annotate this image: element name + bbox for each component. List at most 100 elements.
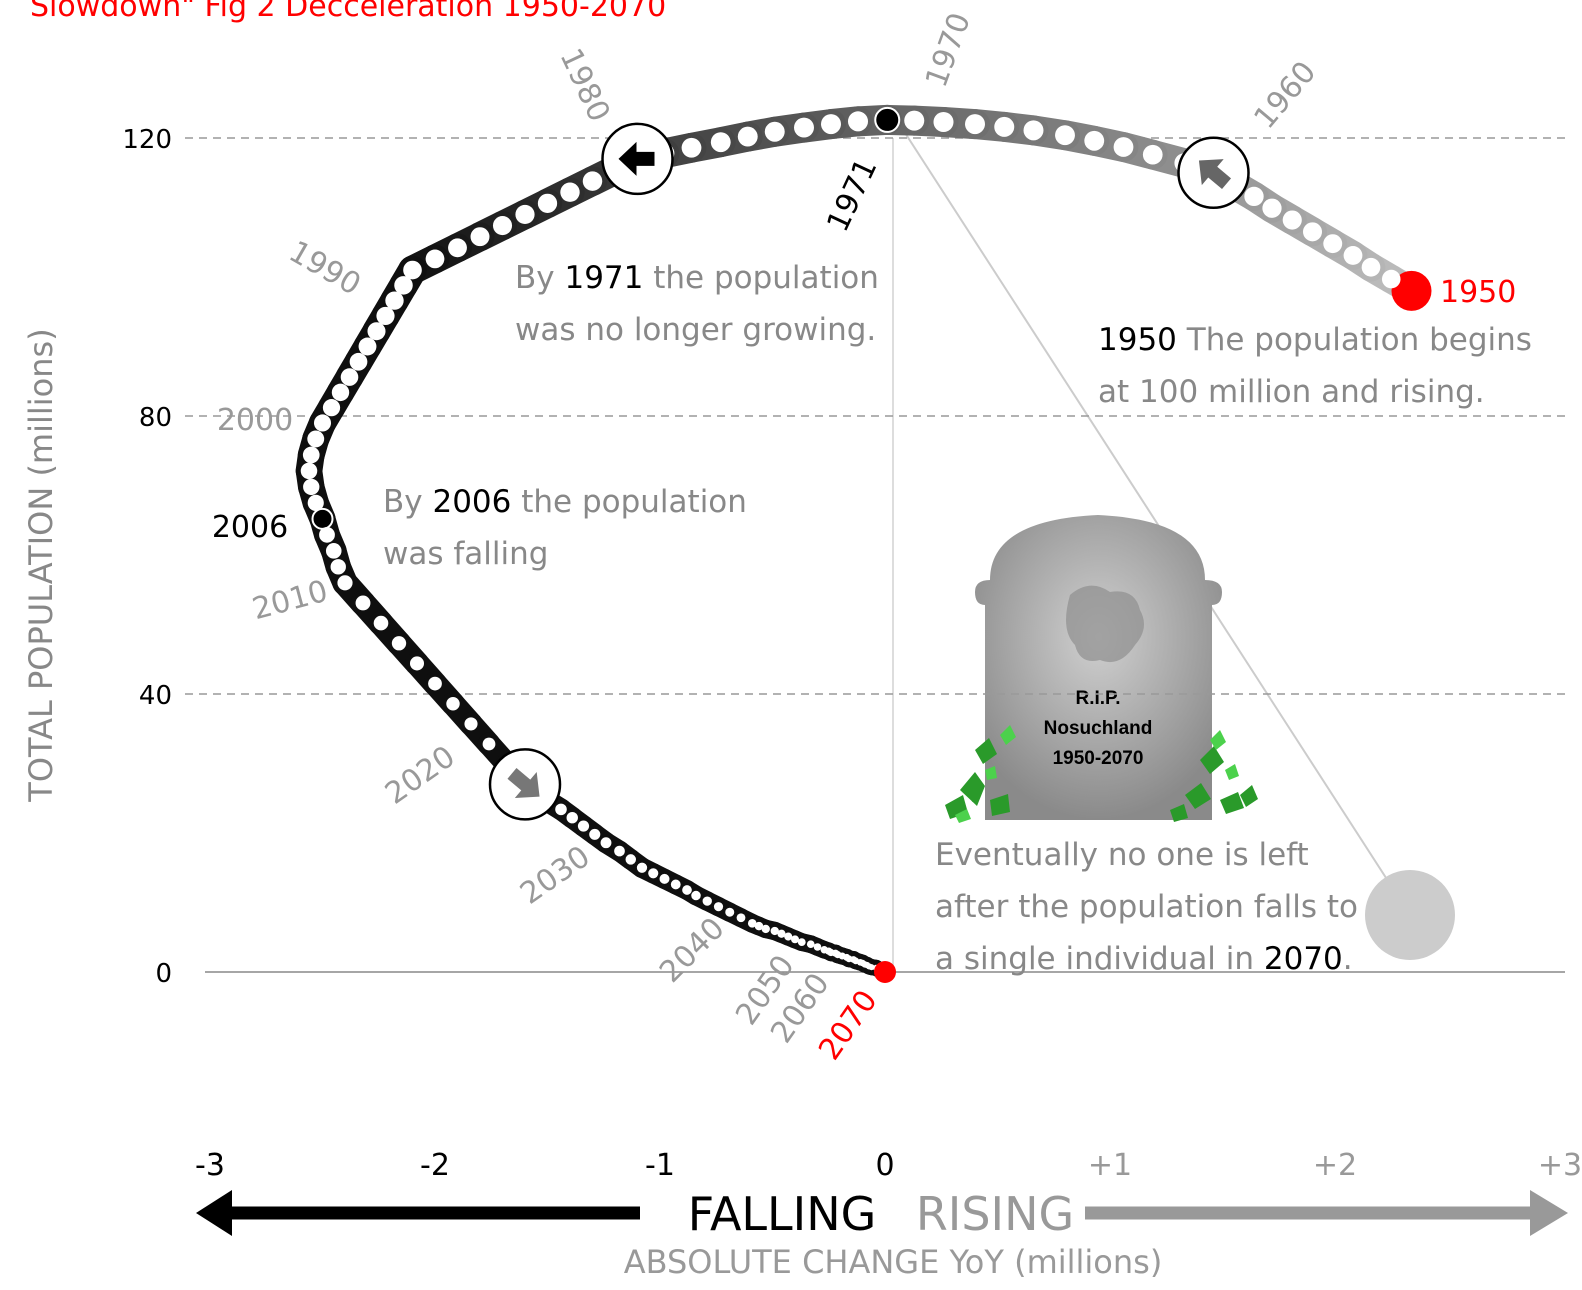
data-point xyxy=(1143,145,1163,165)
data-point xyxy=(359,338,377,356)
year-label: 1960 xyxy=(1247,55,1323,136)
data-point xyxy=(626,854,636,864)
data-point xyxy=(814,943,822,951)
data-point xyxy=(660,874,670,884)
x-tick-label: +3 xyxy=(1538,1148,1582,1183)
data-point xyxy=(762,925,770,933)
x-tick-label: -2 xyxy=(420,1148,450,1183)
data-point xyxy=(648,868,658,878)
year-label: 2040 xyxy=(653,911,732,990)
annotation-line: at 100 million and rising. xyxy=(1098,374,1485,410)
data-point xyxy=(738,127,758,147)
data-point xyxy=(341,368,359,386)
annotation-line: a single individual in 2070. xyxy=(935,941,1353,977)
annotation-line: was no longer growing. xyxy=(515,312,876,348)
annotation-text: after the population falls to xyxy=(935,889,1358,925)
data-point xyxy=(493,216,512,235)
data-point xyxy=(314,414,331,431)
data-point xyxy=(301,463,318,480)
data-point xyxy=(319,527,335,543)
tombstone-text: 1950-2070 xyxy=(1053,748,1144,769)
data-point xyxy=(601,837,612,848)
year-label: 2006 xyxy=(212,510,288,545)
data-point xyxy=(848,111,868,131)
data-point xyxy=(471,227,490,246)
year-label: 2000 xyxy=(217,403,293,438)
data-point xyxy=(725,908,734,917)
data-point xyxy=(1362,258,1381,277)
data-point xyxy=(1055,125,1075,145)
data-point xyxy=(326,543,342,559)
data-point xyxy=(446,697,459,710)
data-point xyxy=(567,812,578,823)
data-point xyxy=(410,656,424,670)
year-label: 1970 xyxy=(919,8,978,92)
year-label: 1990 xyxy=(283,234,367,302)
data-point xyxy=(428,677,442,691)
data-point xyxy=(303,479,319,495)
data-point xyxy=(691,891,701,901)
data-point xyxy=(807,940,815,948)
annotation-text: the population xyxy=(643,260,879,296)
data-point xyxy=(331,559,346,574)
direction-icon xyxy=(1179,138,1249,208)
data-point xyxy=(560,183,579,202)
data-point xyxy=(874,961,896,983)
data-point xyxy=(1344,246,1363,265)
y-axis-title: TOTAL POPULATION (millions) xyxy=(22,328,60,802)
data-point xyxy=(374,616,389,631)
data-point xyxy=(637,863,647,873)
data-point xyxy=(994,117,1014,137)
annotation-text: By xyxy=(383,484,432,520)
data-point xyxy=(965,114,985,134)
tombstone-shape xyxy=(975,515,1222,820)
direction-icon xyxy=(490,749,560,819)
annotation-text: Eventually no one is left xyxy=(935,837,1309,873)
annotation-line: By 2006 the population xyxy=(383,484,747,520)
y-tick-label: 0 xyxy=(155,959,172,989)
data-point xyxy=(578,820,589,831)
data-point xyxy=(583,171,602,190)
annotation-text: the population xyxy=(511,484,747,520)
annotation-text: The population begins xyxy=(1177,322,1532,358)
data-point xyxy=(448,238,467,257)
annotation-line: was falling xyxy=(383,536,548,572)
x-tick-label: 0 xyxy=(875,1148,894,1183)
annotation-text: was falling xyxy=(383,536,548,572)
y-tick-label: 80 xyxy=(139,403,172,433)
annotation-text: By xyxy=(515,260,564,296)
year-label: 2010 xyxy=(249,574,332,628)
data-point xyxy=(350,353,368,371)
annotation-text: 1971 xyxy=(564,260,643,296)
annotation-text: 1950 xyxy=(1098,322,1177,358)
data-point xyxy=(1262,199,1281,218)
year-label: 2020 xyxy=(379,739,462,811)
data-point xyxy=(737,913,746,922)
data-point xyxy=(933,112,953,132)
data-point xyxy=(313,509,333,529)
data-point xyxy=(1283,210,1302,229)
annotation-text: a single individual in xyxy=(935,941,1264,977)
data-point xyxy=(589,829,600,840)
data-point xyxy=(392,636,406,650)
data-point xyxy=(538,194,557,213)
annotation-text: 2070 xyxy=(1264,941,1343,977)
data-point xyxy=(714,902,723,911)
annotation-line: 1950 The population begins xyxy=(1098,322,1532,358)
data-point xyxy=(798,938,806,946)
data-point xyxy=(385,291,403,309)
data-point xyxy=(711,132,731,152)
y-tick-label: 40 xyxy=(139,681,172,711)
data-point xyxy=(555,804,567,816)
falling-label: FALLING xyxy=(688,1187,877,1241)
x-tick-label: -1 xyxy=(645,1148,675,1183)
data-point xyxy=(1244,187,1263,206)
data-point xyxy=(464,717,477,730)
rising-arrow-head xyxy=(1530,1190,1568,1236)
data-point xyxy=(356,596,371,611)
data-point xyxy=(483,738,496,751)
falling-arrow-head xyxy=(196,1190,232,1236)
annotation-text: at 100 million and rising. xyxy=(1098,374,1485,410)
direction-icon xyxy=(603,124,673,194)
